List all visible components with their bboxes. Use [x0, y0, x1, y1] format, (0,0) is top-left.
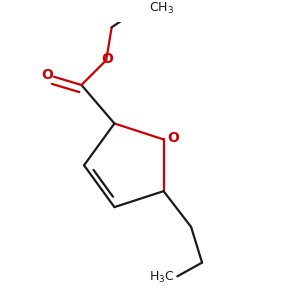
Text: O: O — [102, 52, 113, 66]
Text: H$_3$C: H$_3$C — [149, 270, 175, 285]
Text: O: O — [167, 131, 179, 145]
Text: O: O — [41, 68, 53, 83]
Text: CH$_3$: CH$_3$ — [149, 1, 174, 16]
